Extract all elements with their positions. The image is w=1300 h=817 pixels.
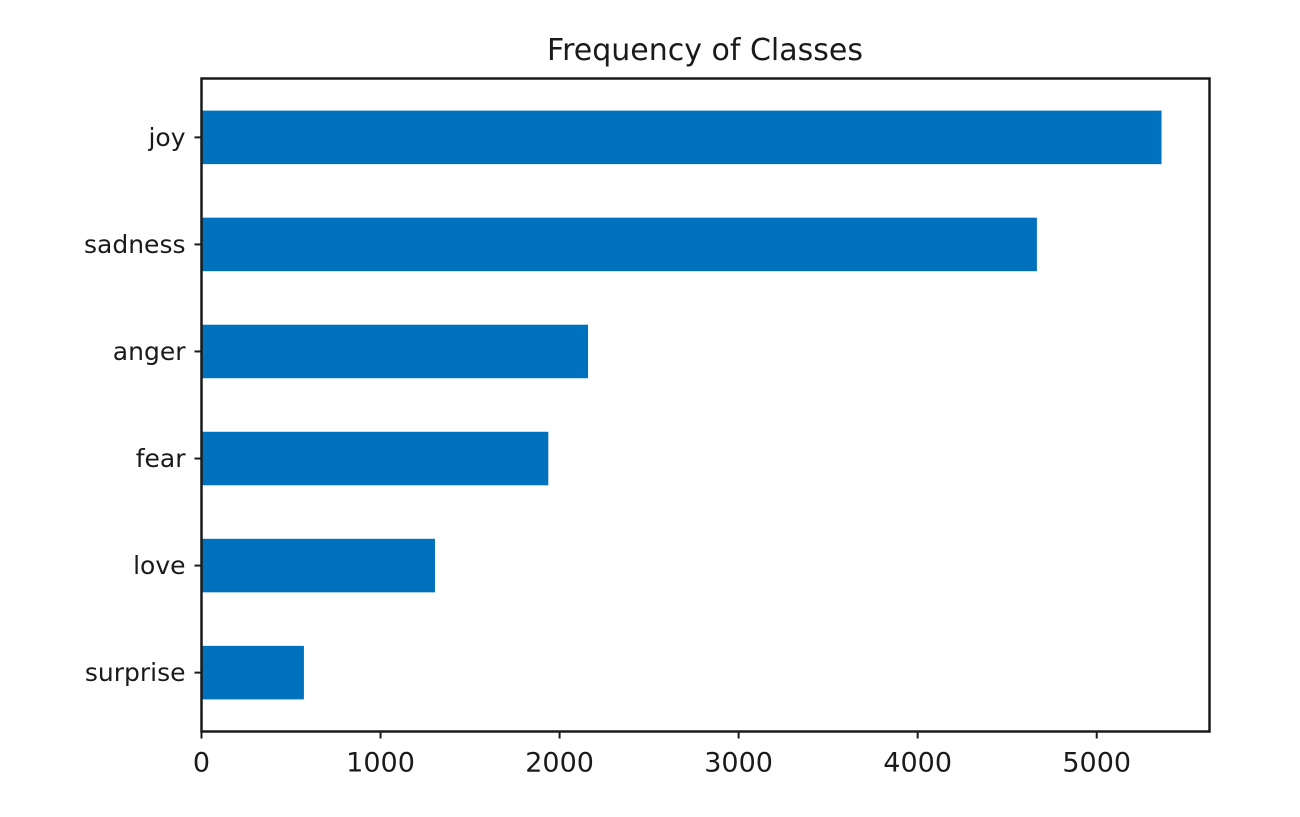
y-tick-label: fear — [136, 444, 187, 473]
y-tick-label: sadness — [84, 230, 186, 259]
chart-title: Frequency of Classes — [547, 33, 863, 68]
bar-love — [201, 538, 435, 593]
bar-anger — [201, 324, 589, 379]
x-tick-label: 0 — [193, 748, 210, 779]
y-tick-label: anger — [113, 337, 186, 366]
x-tick-label: 2000 — [525, 748, 594, 779]
x-tick-label: 4000 — [883, 748, 952, 779]
y-tick-label: love — [133, 551, 185, 580]
bar-joy — [201, 110, 1162, 165]
y-axis: joy sadness anger fear love surprise — [84, 123, 202, 687]
bar-sadness — [201, 217, 1037, 272]
bar-surprise — [201, 645, 304, 700]
plot-frame — [200, 77, 1211, 733]
x-tick-label: 1000 — [346, 748, 415, 779]
x-tick-label: 3000 — [704, 748, 773, 779]
y-tick-label: joy — [147, 123, 185, 152]
y-tick-label: surprise — [85, 658, 186, 687]
x-axis: 0 1000 2000 3000 4000 5000 — [193, 731, 1131, 779]
bar-fear — [201, 431, 549, 486]
x-tick-label: 5000 — [1062, 748, 1131, 779]
bars-layer — [201, 110, 1162, 700]
